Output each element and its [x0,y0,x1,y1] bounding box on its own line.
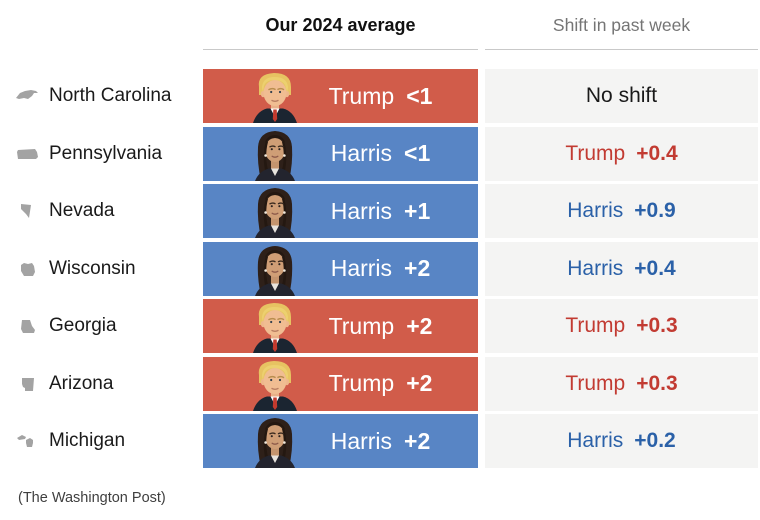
state-name: Nevada [49,200,115,221]
shift-cell: Harris +0.9 [485,184,758,238]
state-row: Michigan Harris +2 Harris +0.2 [0,414,760,468]
average-bar: Harris <1 [203,126,478,181]
leader-margin: <1 [406,82,433,109]
bar-label: Harris +1 [331,198,431,225]
state-cell: Arizona [0,357,203,411]
leader-name: Harris [330,140,393,166]
leader-name: Trump [328,82,395,109]
average-bar: Harris +1 [203,184,478,238]
leader-margin: <1 [404,140,431,166]
shift-cell: Harris +0.4 [485,241,758,296]
state-name: Arizona [49,372,114,394]
shift-name: Trump [565,141,626,165]
shift-name: Harris [567,256,624,280]
north-carolina-state-icon [12,88,42,104]
shift-name: Harris [567,429,624,452]
harris-portrait [247,129,303,181]
shift-name: No shift [585,84,658,107]
michigan-state-icon [12,433,42,449]
trump-portrait [247,71,303,123]
bar-label: Harris +2 [331,428,431,455]
source-credit: (The Washington Post) [18,490,166,506]
average-bar: Harris +2 [203,414,478,468]
leader-margin: +2 [404,255,431,281]
column-headers: Our 2024 average Shift in past week [0,2,758,50]
average-bar: Trump +2 [203,299,478,353]
leader-margin: +2 [406,370,433,396]
shift-cell: Trump +0.4 [485,126,758,181]
state-cell: Nevada [0,184,203,238]
state-row: Pennsylvania Harris <1 Trump +0.4 [0,126,760,181]
state-cell: Michigan [0,414,203,468]
leader-margin: +1 [404,197,431,224]
shift-name: Trump [565,371,626,395]
state-name: Wisconsin [49,257,136,279]
shift-value: +0.4 [636,141,678,165]
shift-cell: Trump +0.3 [485,299,758,353]
bar-label: Harris +2 [331,255,431,282]
shift-name: Trump [565,314,626,337]
shift-name: Harris [567,199,624,222]
georgia-state-icon [12,318,42,334]
trump-portrait [247,301,303,353]
state-row: Wisconsin Harris +2 Harris +0.4 [0,241,760,296]
trump-portrait [247,359,303,411]
wisconsin-state-icon [12,261,42,277]
shift-value: +0.3 [636,314,678,337]
state-cell: Wisconsin [0,242,203,296]
leader-name: Harris [330,197,393,224]
state-name: North Carolina [49,85,172,106]
pennsylvania-state-icon [12,146,42,162]
average-bar: Harris +2 [203,241,478,296]
nevada-state-icon [12,203,42,219]
state-cell: North Carolina [0,69,203,123]
harris-portrait [247,244,303,296]
state-row: North Carolina Trump <1 No shift [0,69,760,123]
shift-cell: No shift [485,69,758,123]
leader-margin: +2 [404,427,431,454]
shift-value: +0.3 [636,371,678,395]
average-column-header: Our 2024 average [203,2,478,50]
arizona-state-icon [12,376,42,392]
leader-name: Trump [328,312,395,339]
leader-margin: +2 [406,312,433,339]
average-bar: Trump +2 [203,356,478,411]
bar-label: Trump +2 [329,313,433,340]
shift-value: +0.2 [634,429,676,452]
leader-name: Harris [330,427,393,454]
shift-cell: Harris +0.2 [485,414,758,468]
shift-value: +0.4 [634,256,676,280]
average-bar: Trump <1 [203,69,478,123]
state-cell: Pennsylvania [0,127,203,181]
bar-label: Harris <1 [331,140,431,167]
state-name: Michigan [49,430,126,451]
state-row: Nevada Harris +1 Harris +0.9 [0,184,760,238]
header-spacer [0,2,203,50]
leader-name: Trump [328,370,395,396]
state-cell: Georgia [0,299,203,353]
state-name: Pennsylvania [49,142,163,164]
polling-average-graphic: Our 2024 average Shift in past week Nort… [0,2,760,506]
bar-label: Trump <1 [329,83,433,110]
state-row: Arizona Trump +2 Trump +0.3 [0,356,760,411]
harris-portrait [247,416,303,468]
leader-name: Harris [330,255,393,281]
harris-portrait [247,186,303,238]
shift-value: +0.9 [634,199,676,222]
shift-cell: Trump +0.3 [485,356,758,411]
state-row: Georgia Trump +2 Trump +0.3 [0,299,760,353]
bar-label: Trump +2 [329,370,433,397]
state-rows: North Carolina Trump <1 No shift Pennsyl… [0,69,760,468]
state-name: Georgia [49,315,117,336]
shift-column-header: Shift in past week [485,2,758,50]
